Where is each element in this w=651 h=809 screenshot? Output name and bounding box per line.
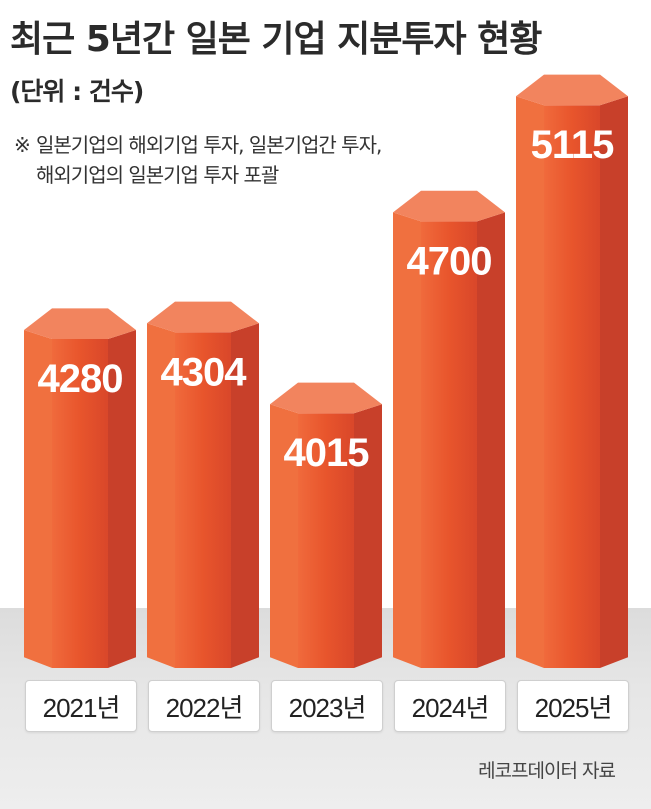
bar-top-cap	[516, 74, 628, 106]
category-label: 2022년	[148, 680, 260, 732]
bar-right-face	[477, 212, 505, 668]
category-label: 2021년	[25, 680, 137, 732]
source-credit: 레코프데이터 자료	[478, 760, 616, 782]
bar-top-cap	[24, 308, 136, 339]
bar-right-face	[231, 323, 259, 668]
bar-left-face	[516, 96, 544, 668]
bar-right-face	[354, 404, 382, 668]
bar-front-face	[175, 332, 231, 668]
bar-left-face	[393, 212, 421, 668]
bar-top-cap	[147, 301, 259, 333]
bar-top-cap	[270, 382, 382, 414]
bar-left-face	[147, 323, 175, 668]
bar-1: 4280	[24, 308, 136, 668]
unit-label: (단위 : 건수)	[10, 77, 144, 106]
bar-front-face	[298, 413, 354, 668]
note-line-1: ※ 일본기업의 해외기업 투자, 일본기업간 투자,	[14, 130, 382, 160]
bar-3: 4015	[270, 382, 382, 668]
bar-value-label: 5115	[531, 123, 615, 167]
bar-4: 4700	[393, 190, 505, 668]
bar-value-label: 4304	[161, 350, 248, 394]
bar-value-label: 4015	[284, 431, 370, 475]
note-mark: ※	[14, 133, 31, 157]
bar-front-face	[544, 105, 600, 668]
bar-top-cap	[393, 190, 505, 222]
bar-right-face	[108, 330, 136, 668]
bar-5: 5115	[516, 74, 628, 668]
category-label: 2025년	[517, 680, 629, 732]
bar-value-label: 4700	[407, 239, 492, 283]
chart-title: 최근 5년간 일본 기업 지분투자 현황	[10, 19, 542, 60]
bar-2: 4304	[147, 301, 259, 668]
category-label: 2024년	[394, 680, 506, 732]
bar-front-face	[421, 221, 477, 668]
note-line-2: 해외기업의 일본기업 투자 포괄	[36, 163, 279, 187]
bar-front-face	[52, 339, 108, 668]
category-label: 2023년	[271, 680, 383, 732]
chart-note: ※ 일본기업의 해외기업 투자, 일본기업간 투자, 해외기업의 일본기업 투자 …	[14, 130, 382, 190]
bar-right-face	[600, 96, 628, 668]
bar-value-label: 4280	[38, 357, 123, 401]
bar-left-face	[270, 404, 298, 668]
bar-left-face	[24, 330, 52, 668]
